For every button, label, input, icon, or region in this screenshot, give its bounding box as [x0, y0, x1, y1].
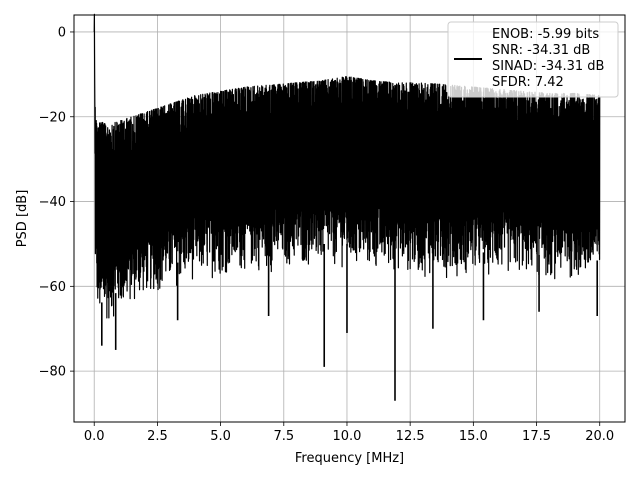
x-axis-label: Frequency [MHz] [295, 451, 404, 466]
y-axis-label: PSD [dB] [15, 190, 30, 248]
x-tick-label: 5.0 [210, 429, 231, 444]
x-tick-label: 0.0 [84, 429, 105, 444]
x-tick-label: 20.0 [585, 429, 614, 444]
y-tick-label: −20 [39, 110, 66, 125]
legend-box [447, 21, 619, 98]
y-tick-label: −80 [39, 365, 66, 380]
plot-frame [73, 14, 626, 423]
x-tick-label: 2.5 [147, 429, 168, 444]
legend-sfdr: SFDR: 7.42 [492, 75, 564, 90]
x-tick-label: 17.5 [522, 429, 551, 444]
legend-snr: SNR: -34.31 dB [492, 43, 590, 58]
y-tick-label: −40 [39, 195, 66, 210]
x-tick-label: 15.0 [459, 429, 488, 444]
legend: ENOB: -5.99 bits SNR: -34.31 dB SINAD: -… [447, 21, 619, 98]
legend-sinad: SINAD: -34.31 dB [492, 59, 604, 74]
legend-enob: ENOB: -5.99 bits [492, 27, 599, 42]
x-tick-label: 10.0 [332, 429, 361, 444]
x-axis-ticks: 0.0 2.5 5.0 7.5 10.0 12.5 15.0 17.5 20.0 [84, 422, 614, 444]
y-tick-label: −60 [39, 280, 66, 295]
y-tick-label: 0 [58, 25, 66, 40]
x-tick-label: 12.5 [396, 429, 425, 444]
x-tick-label: 7.5 [273, 429, 294, 444]
y-axis-ticks: 0 −20 −40 −60 −80 [39, 25, 74, 380]
